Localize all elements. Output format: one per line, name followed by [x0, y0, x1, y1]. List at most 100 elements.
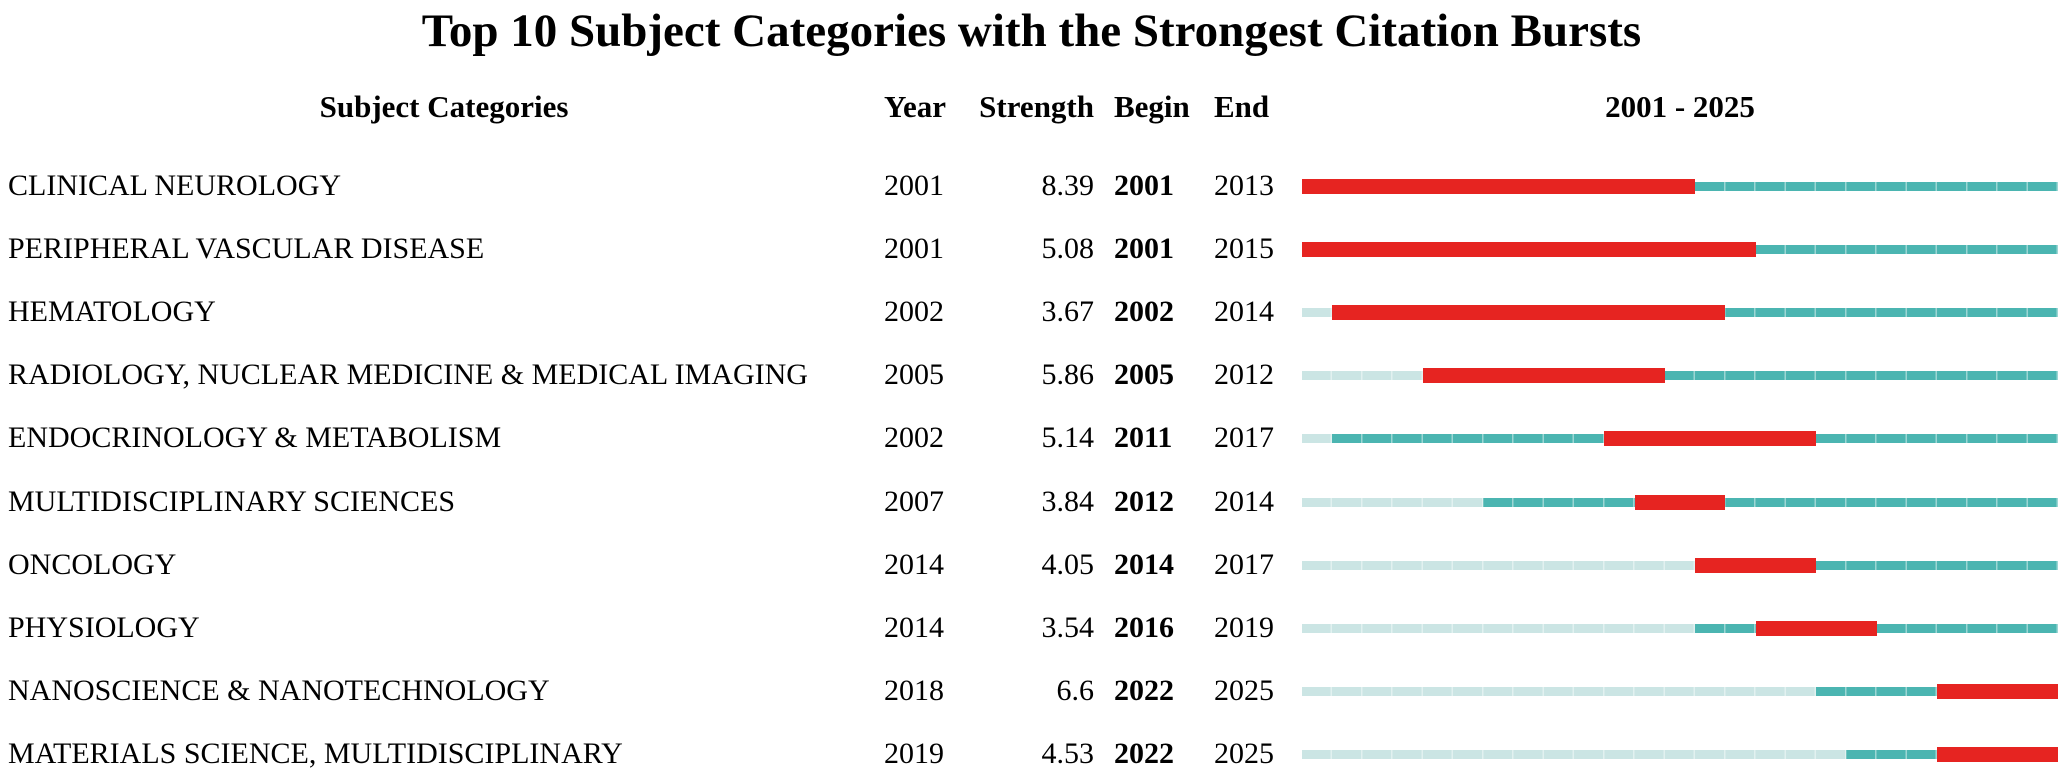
begin-cell: 2016	[1114, 610, 1174, 644]
strength-cell: 5.08	[1041, 231, 1095, 265]
table-body: CLINICAL NEUROLOGY 2001 8.39 2001 2013 P…	[0, 154, 2063, 769]
burst-period-segment	[1937, 747, 2058, 763]
strength-cell: 6.6	[1056, 674, 1095, 708]
timeline-cell	[1302, 344, 2058, 407]
year-cell: 2001	[884, 231, 944, 265]
burst-period-segment	[1604, 431, 1817, 447]
end-cell: 2015	[1214, 231, 1274, 265]
active-years-segment	[1695, 560, 2058, 570]
begin-cell: 2022	[1114, 737, 1174, 769]
year-cell: 2005	[884, 358, 944, 392]
burst-timeline-bar	[1302, 368, 2058, 384]
table-row: ONCOLOGY 2014 4.05 2014 2017	[0, 533, 2063, 596]
burst-timeline-bar	[1302, 431, 2058, 447]
header-year: Year	[884, 89, 946, 124]
header-begin: Begin	[1114, 89, 1190, 124]
table-row: MULTIDISCIPLINARY SCIENCES 2007 3.84 201…	[0, 470, 2063, 533]
burst-timeline-bar	[1302, 304, 2058, 320]
burst-period-segment	[1302, 178, 1696, 194]
year-cell: 2018	[884, 674, 944, 708]
header-end: End	[1214, 89, 1270, 124]
burst-timeline-bar	[1302, 178, 2058, 194]
end-cell: 2012	[1214, 358, 1274, 392]
burst-period-segment	[1634, 494, 1726, 510]
strength-cell: 3.54	[1041, 610, 1095, 644]
table-row: HEMATOLOGY 2002 3.67 2002 2014	[0, 280, 2063, 343]
table-row: RADIOLOGY, NUCLEAR MEDICINE & MEDICAL IM…	[0, 344, 2063, 407]
end-cell: 2025	[1214, 737, 1274, 769]
pre-publication-segment	[1302, 560, 1696, 570]
active-years-segment	[1695, 623, 2058, 633]
strength-cell: 4.05	[1041, 547, 1095, 581]
end-cell: 2017	[1214, 421, 1274, 455]
category-cell: PHYSIOLOGY	[8, 610, 200, 644]
burst-period-segment	[1755, 620, 1877, 636]
burst-timeline-bar	[1302, 557, 2058, 573]
burst-timeline-bar	[1302, 241, 2058, 257]
burst-timeline-bar	[1302, 494, 2058, 510]
table-row: CLINICAL NEUROLOGY 2001 8.39 2001 2013	[0, 154, 2063, 217]
table-row: PERIPHERAL VASCULAR DISEASE 2001 5.08 20…	[0, 217, 2063, 280]
year-cell: 2002	[884, 421, 944, 455]
end-cell: 2014	[1214, 484, 1274, 518]
category-cell: ONCOLOGY	[8, 547, 177, 581]
strength-cell: 4.53	[1041, 737, 1095, 769]
timeline-cell	[1302, 533, 2058, 596]
table-row: NANOSCIENCE & NANOTECHNOLOGY 2018 6.6 20…	[0, 660, 2063, 723]
year-cell: 2001	[884, 168, 944, 202]
end-cell: 2025	[1214, 674, 1274, 708]
strength-cell: 5.14	[1041, 421, 1095, 455]
category-cell: NANOSCIENCE & NANOTECHNOLOGY	[8, 674, 550, 708]
category-cell: PERIPHERAL VASCULAR DISEASE	[8, 231, 485, 265]
table-row: PHYSIOLOGY 2014 3.54 2016 2019	[0, 596, 2063, 659]
pre-publication-segment	[1302, 371, 1423, 381]
category-cell: MULTIDISCIPLINARY SCIENCES	[8, 484, 455, 518]
burst-timeline-bar	[1302, 620, 2058, 636]
year-cell: 2019	[884, 737, 944, 769]
begin-cell: 2001	[1114, 231, 1174, 265]
header-subject-categories: Subject Categories	[319, 89, 569, 124]
pre-publication-segment	[1302, 497, 1484, 507]
begin-cell: 2002	[1114, 294, 1174, 328]
pre-publication-segment	[1302, 434, 1333, 444]
timeline-cell	[1302, 217, 2058, 280]
begin-cell: 2022	[1114, 674, 1174, 708]
end-cell: 2014	[1214, 294, 1274, 328]
end-cell: 2013	[1214, 168, 1274, 202]
header-strength: Strength	[979, 89, 1094, 124]
table-row: ENDOCRINOLOGY & METABOLISM 2002 5.14 201…	[0, 407, 2063, 470]
pre-publication-segment	[1302, 687, 1817, 697]
timeline-cell	[1302, 470, 2058, 533]
year-cell: 2014	[884, 610, 944, 644]
timeline-cell	[1302, 407, 2058, 470]
category-cell: MATERIALS SCIENCE, MULTIDISCIPLINARY	[8, 737, 623, 769]
begin-cell: 2001	[1114, 168, 1174, 202]
burst-timeline-bar	[1302, 747, 2058, 763]
burst-period-segment	[1302, 241, 1756, 257]
active-years-segment	[1422, 371, 2058, 381]
begin-cell: 2005	[1114, 358, 1174, 392]
begin-cell: 2012	[1114, 484, 1174, 518]
page-title: Top 10 Subject Categories with the Stron…	[421, 5, 1642, 57]
burst-period-segment	[1332, 304, 1726, 320]
table-header: Subject Categories Year Strength Begin E…	[0, 84, 2063, 130]
burst-period-segment	[1937, 684, 2058, 700]
category-cell: HEMATOLOGY	[8, 294, 216, 328]
pre-publication-segment	[1302, 623, 1696, 633]
end-cell: 2017	[1214, 547, 1274, 581]
year-cell: 2007	[884, 484, 944, 518]
strength-cell: 3.84	[1041, 484, 1095, 518]
timeline-cell	[1302, 723, 2058, 769]
end-cell: 2019	[1214, 610, 1274, 644]
burst-timeline-bar	[1302, 684, 2058, 700]
strength-cell: 8.39	[1041, 168, 1095, 202]
begin-cell: 2014	[1114, 547, 1174, 581]
burst-period-segment	[1695, 557, 1817, 573]
timeline-cell	[1302, 596, 2058, 659]
table-row: MATERIALS SCIENCE, MULTIDISCIPLINARY 201…	[0, 723, 2063, 769]
year-cell: 2014	[884, 547, 944, 581]
strength-cell: 3.67	[1041, 294, 1095, 328]
category-cell: RADIOLOGY, NUCLEAR MEDICINE & MEDICAL IM…	[8, 358, 808, 392]
active-years-segment	[1483, 497, 2058, 507]
